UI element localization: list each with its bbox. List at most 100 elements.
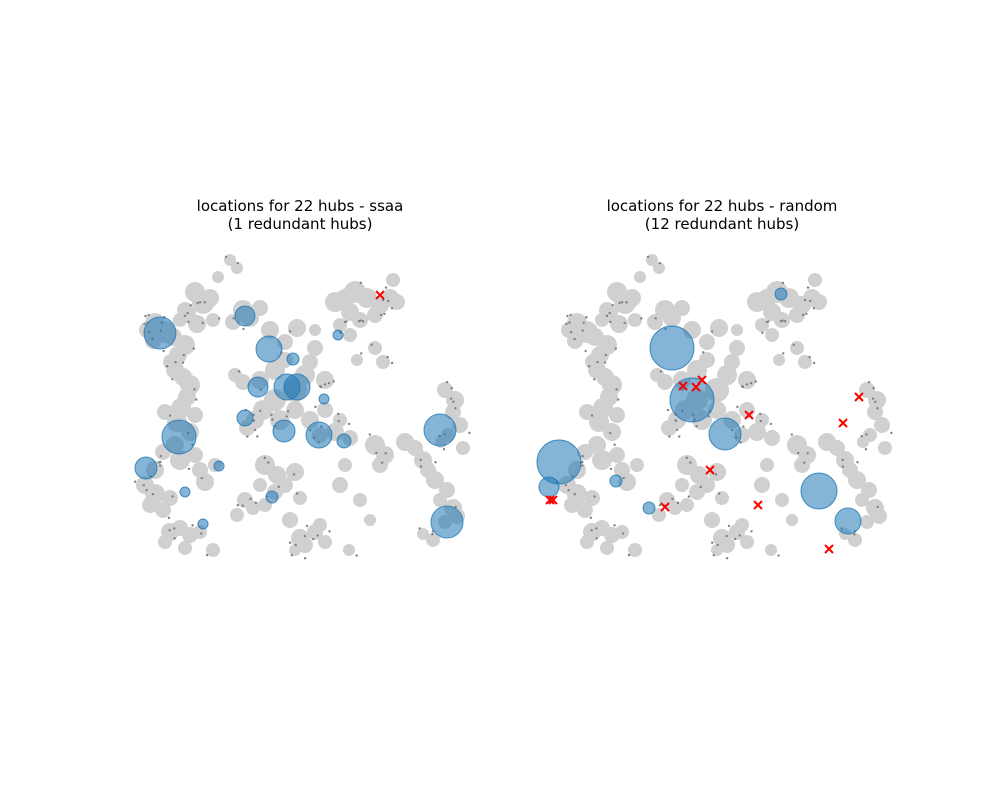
customer-point — [286, 401, 304, 419]
customer-point — [603, 423, 621, 441]
demand-dot — [277, 485, 280, 489]
customer-point — [351, 354, 363, 366]
demand-dot — [806, 286, 810, 289]
customer-point — [389, 294, 405, 310]
left-title-line1: locations for 22 hubs - ssaa — [196, 197, 404, 215]
customer-point — [364, 514, 376, 526]
demand-dot — [676, 501, 680, 505]
customer-point — [206, 543, 220, 557]
demand-dot — [566, 314, 569, 318]
demand-dot — [725, 557, 729, 560]
customer-point — [318, 535, 332, 549]
demand-dot — [581, 329, 584, 332]
customer-point — [754, 477, 770, 493]
customer-point — [187, 407, 203, 423]
demand-dot — [717, 492, 721, 495]
customer-point — [230, 508, 244, 522]
demand-dot — [198, 301, 202, 304]
demand-dot — [295, 492, 299, 495]
customer-point — [760, 458, 774, 472]
customer-point — [386, 273, 400, 287]
demand-dot — [759, 412, 762, 416]
hub-circle — [538, 476, 560, 498]
customer-point — [600, 541, 614, 555]
customer-point — [764, 430, 780, 446]
hub-circle — [305, 421, 333, 449]
customer-point — [857, 436, 869, 448]
demand-dot — [767, 320, 770, 323]
hub-circle — [134, 456, 158, 480]
demand-dot — [812, 361, 816, 365]
demand-dot — [582, 321, 585, 324]
demand-dot — [611, 303, 614, 307]
demand-dot — [802, 461, 806, 464]
right-chart-panel — [536, 254, 893, 560]
demand-dot — [316, 534, 319, 537]
demand-dot — [203, 301, 206, 304]
demand-dot — [658, 261, 662, 265]
demand-dot — [314, 405, 317, 409]
customer-point — [201, 289, 219, 307]
customer-point — [715, 491, 729, 505]
demand-dot — [182, 353, 185, 357]
hub-circle — [774, 287, 788, 301]
demand-dot — [345, 320, 348, 323]
demand-dot — [288, 541, 292, 544]
demand-dot — [707, 415, 710, 418]
demand-dot — [267, 461, 270, 464]
demand-dot — [581, 460, 584, 464]
customer-point — [610, 315, 628, 333]
hub-circle — [669, 377, 715, 423]
demand-dot — [741, 385, 745, 389]
demand-dot — [145, 488, 148, 492]
demand-dot — [271, 418, 274, 421]
demand-dot — [860, 434, 864, 438]
customer-point — [592, 450, 612, 470]
customer-point — [417, 528, 429, 540]
demand-dot — [738, 534, 741, 537]
demand-dot — [613, 443, 616, 446]
demand-dot — [383, 312, 386, 316]
demand-dot — [328, 530, 331, 533]
demand-dot — [695, 424, 698, 428]
demand-dot — [613, 524, 616, 527]
demand-dot — [595, 537, 598, 540]
customer-point — [192, 462, 208, 478]
customer-point — [445, 404, 461, 420]
redundant-hub-x — [697, 375, 707, 385]
demand-dot — [192, 347, 195, 350]
customer-point — [775, 493, 789, 507]
hub-circle — [649, 325, 695, 371]
demand-dot — [567, 488, 570, 492]
demand-dot — [792, 343, 795, 346]
customer-point — [332, 477, 348, 493]
customer-point — [343, 328, 357, 342]
redundant-hub-x — [678, 381, 688, 391]
demand-dot — [419, 465, 423, 468]
customer-point — [765, 328, 779, 342]
demand-dot — [288, 330, 292, 333]
demand-dot — [286, 410, 290, 413]
demand-dot — [573, 337, 576, 341]
demand-dot — [434, 461, 437, 464]
demand-dot — [876, 505, 879, 509]
customer-point — [564, 497, 580, 513]
demand-dot — [797, 451, 800, 455]
customer-cloud — [136, 254, 470, 557]
demand-dot — [754, 380, 757, 383]
hub-circle — [642, 501, 656, 515]
customer-point — [187, 447, 203, 463]
demand-dot — [370, 343, 373, 346]
customer-point — [867, 404, 883, 420]
demand-dot — [294, 543, 297, 547]
customer-point — [456, 441, 470, 455]
demand-dot — [390, 307, 394, 310]
demand-dot — [468, 431, 471, 435]
demand-dot — [808, 355, 811, 359]
demand-dot — [806, 452, 809, 455]
demand-dot — [270, 413, 273, 417]
hub-circle — [272, 419, 296, 443]
demand-dot — [581, 464, 584, 467]
customer-point — [729, 340, 745, 356]
